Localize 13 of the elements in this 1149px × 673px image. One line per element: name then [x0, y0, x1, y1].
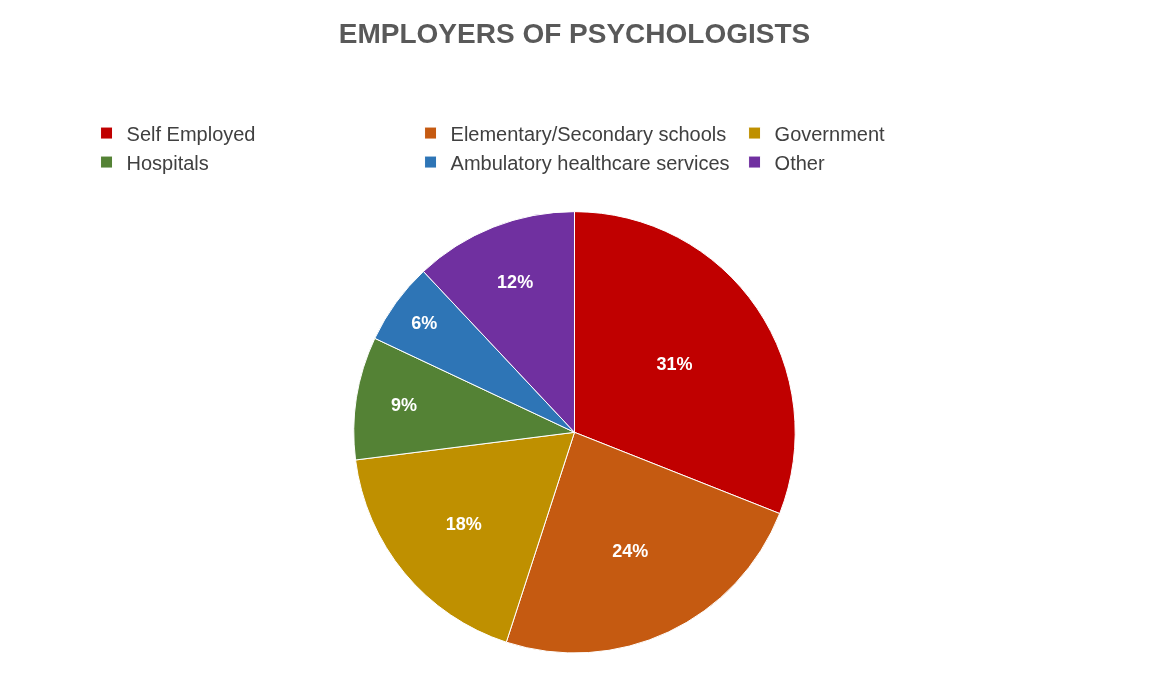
legend-label: Government [774, 122, 886, 145]
data-label: 18% [445, 513, 482, 534]
legend-label: Elementary/Secondary schools [450, 122, 727, 145]
data-label: 24% [612, 540, 649, 561]
data-label: 6% [411, 313, 438, 334]
data-label: 31% [656, 354, 693, 375]
legend-label: Self Employed [126, 122, 256, 145]
legend-label: Other [774, 151, 825, 174]
chart-title: EMPLOYERS OF PSYCHOLOGISTS [338, 18, 811, 50]
data-label: 9% [391, 395, 418, 416]
legend-label: Ambulatory healthcare services [450, 151, 730, 174]
data-label: 12% [497, 272, 534, 293]
legend-label: Hospitals [126, 151, 209, 174]
